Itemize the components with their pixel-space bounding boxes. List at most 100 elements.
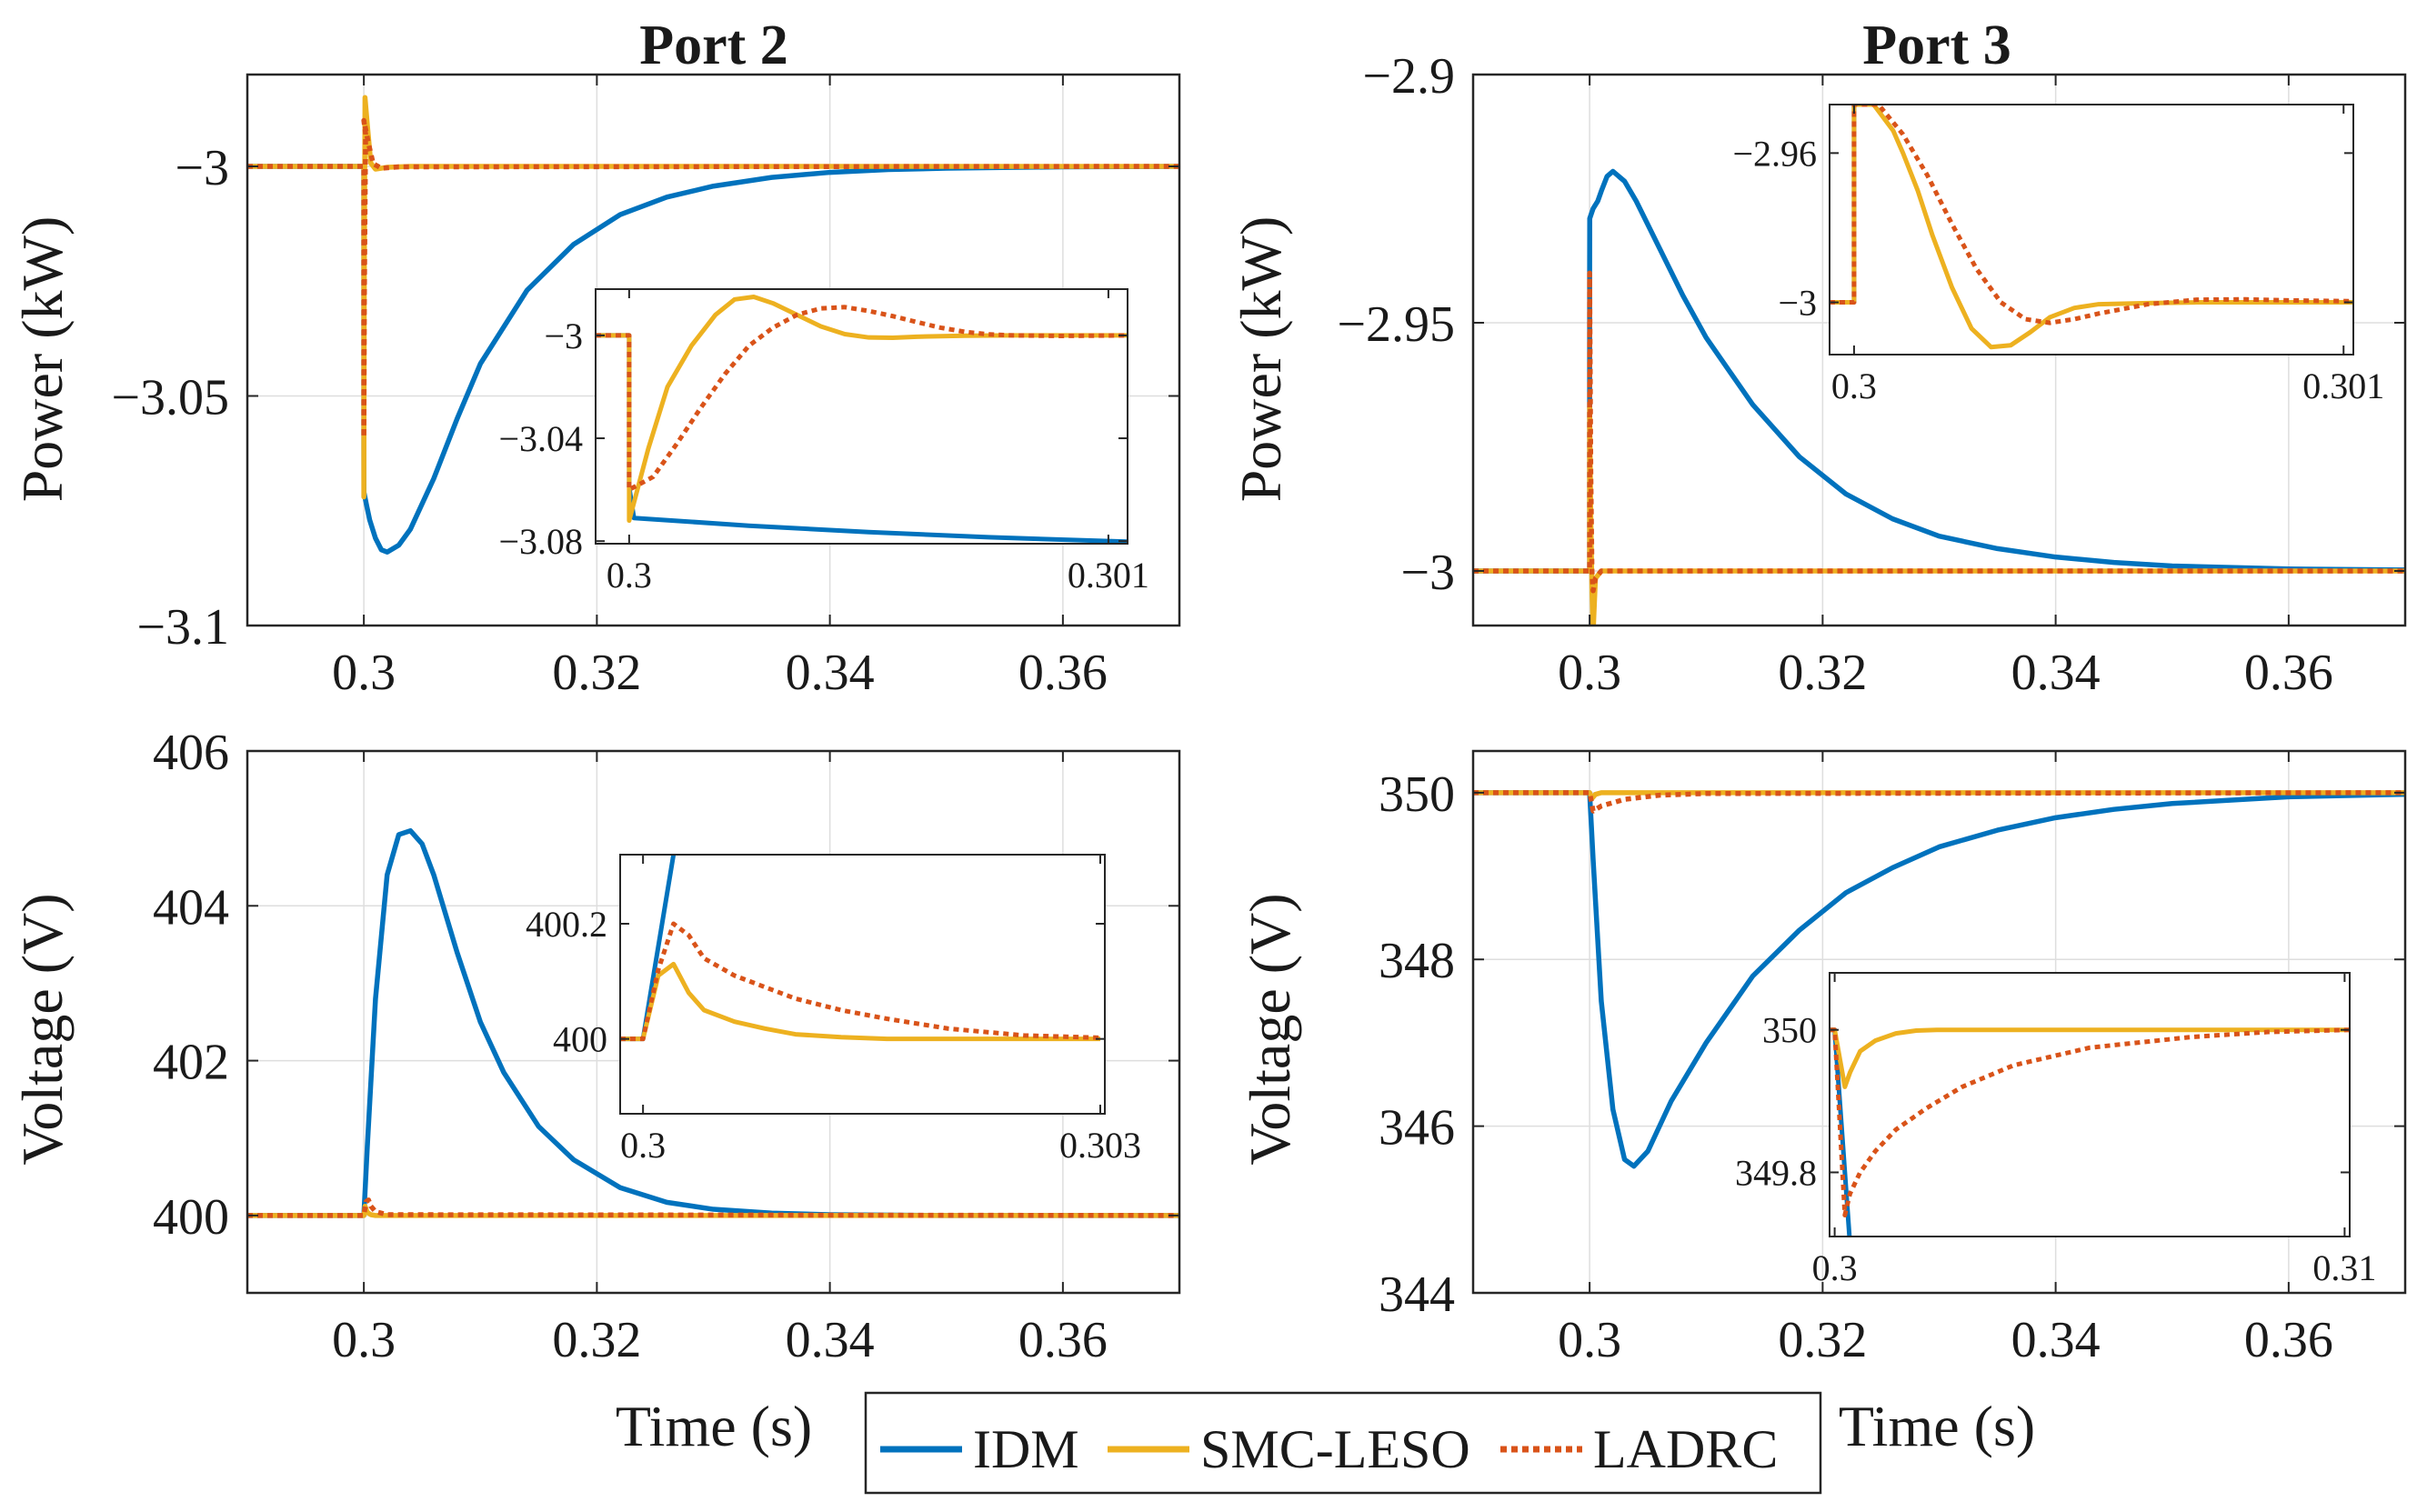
port2-voltage-inset-series-smc-leso — [620, 961, 1100, 1042]
port2-power-xtick-label: 0.36 — [1018, 645, 1108, 701]
port2-power-frame — [246, 73, 1181, 627]
port2-voltage-xtick-label: 0.32 — [552, 1312, 641, 1368]
port3-power-inset-xtick-label: 0.301 — [2302, 365, 2384, 406]
port3-voltage-series-smc-leso — [1473, 790, 2405, 802]
port2-voltage-xtick-label: 0.34 — [786, 1312, 875, 1368]
ylabel-port3-voltage: Voltage (V) — [1238, 893, 1302, 1165]
port2-voltage-inset-ytick-label: 400 — [553, 1019, 607, 1060]
port3-voltage-inset-ytick-label: 349.8 — [1735, 1152, 1817, 1193]
port3-voltage-ytick-label: 350 — [1379, 766, 1455, 823]
port3-power-inset-xtick-label: 0.3 — [1831, 365, 1877, 406]
port2-voltage-inset-series-ladrc — [620, 921, 1101, 1042]
port3-voltage-ytick-label: 346 — [1379, 1100, 1455, 1157]
port2-voltage-xtick-label: 0.36 — [1018, 1312, 1108, 1368]
port2-power-ytick-label: −3 — [175, 140, 229, 196]
port3-power-ytick-label: −2.9 — [1362, 48, 1455, 105]
plot-layer: 0.3 0.32 0.34 0.36 −3.1 −3.05 −3 0.3 0.301 −3.08 −… — [111, 48, 2407, 1368]
ylabel-port3-power: Power (kW) — [1229, 216, 1293, 503]
port2-power-xtick-label: 0.3 — [332, 645, 396, 701]
port2-power-inset-series-ladrc — [596, 305, 1128, 493]
legend-box — [864, 1391, 1822, 1495]
port2-power-inset-ytick-label: −3.08 — [498, 521, 583, 562]
port3-voltage-inset-ytick-label: 350 — [1762, 1010, 1817, 1051]
port3-power-xtick-label: 0.3 — [1558, 645, 1621, 701]
port2-voltage-inset-series-group — [620, 855, 1101, 1042]
port2-power-inset-ytick-label: −3 — [544, 315, 583, 356]
port2-voltage-series-idm — [247, 827, 1179, 1218]
legend-label-ladrc: LADRC — [1593, 1419, 1778, 1479]
xlabel-port3-voltage: Time (s) — [1839, 1394, 2035, 1458]
port2-power-inset-xtick-label: 0.301 — [1068, 555, 1149, 596]
port3-power-ytick-label: −2.95 — [1337, 296, 1455, 353]
port2-power-inset-series-smc-leso — [596, 294, 1128, 524]
port2-power-inset-plot-area — [596, 289, 1128, 544]
port3-power-inset-series-group — [1830, 105, 2353, 350]
port2-power-xtick-label: 0.34 — [786, 645, 875, 701]
port2-voltage-ytick-label: 406 — [153, 725, 229, 781]
port3-voltage-ytick-label: 344 — [1379, 1267, 1455, 1323]
ylabel-port2-voltage: Voltage (V) — [10, 893, 75, 1165]
port2-voltage-ytick-label: 402 — [153, 1035, 229, 1091]
port3-voltage-inset-series-smc-leso — [1830, 1027, 2350, 1089]
port2-power-series-group — [247, 95, 1179, 555]
port2-voltage-inset-axes: 0.3 0.303 400 400.2 — [526, 854, 1141, 1166]
port3-power-inset-frame — [1829, 104, 2354, 355]
port3-power-inset-axes: 0.3 0.301 −3 −2.96 — [1732, 104, 2384, 406]
port2-power-inset-frame — [595, 288, 1128, 545]
port2-power-inset-series-group — [596, 294, 1128, 544]
port2-power-series-idm — [247, 164, 1179, 555]
legend: IDM SMC-LESO LADRC — [864, 1391, 1822, 1495]
port3-voltage-inset-axes: 0.3 0.31 349.8 350 — [1735, 972, 2376, 1288]
port2-voltage-inset-ytick-label: 400.2 — [526, 904, 607, 945]
port3-voltage-series-idm — [1473, 790, 2405, 1169]
port3-power-inset-ytick-label: −2.96 — [1732, 133, 1817, 174]
port2-voltage-inset-xtick-label: 0.303 — [1059, 1125, 1141, 1166]
port3-power-inset-series-smc-leso — [1830, 105, 2353, 350]
port2-power-series-ladrc — [247, 117, 1179, 440]
port3-power-inset-plot-area — [1830, 105, 2353, 355]
port2-voltage-inset-plot-area — [620, 855, 1105, 1114]
port3-voltage-xtick-label: 0.32 — [1778, 1312, 1867, 1368]
port2-voltage-xtick-label: 0.3 — [332, 1312, 396, 1368]
port2-power-inset-ytick-label: −3.04 — [498, 418, 583, 459]
port2-power-ytick-label: −3.1 — [136, 599, 229, 656]
port2-power-inset-xtick-label: 0.3 — [607, 555, 652, 596]
port2-power-xtick-label: 0.32 — [552, 645, 641, 701]
port2-voltage-frame — [246, 749, 1181, 1295]
port3-voltage-xtick-label: 0.34 — [2011, 1312, 2101, 1368]
port2-voltage-ytick-label: 404 — [153, 879, 229, 936]
port3-voltage-inset-plot-area — [1830, 973, 2350, 1237]
port2-voltage-series-group — [247, 827, 1179, 1218]
port3-voltage-frame — [1471, 749, 2407, 1295]
port3-power-series-ladrc — [1473, 270, 2405, 594]
port3-voltage-series-group — [1473, 790, 2405, 1169]
port3-power-xtick-label: 0.32 — [1778, 645, 1867, 701]
port2-voltage-inset-xtick-label: 0.3 — [620, 1125, 666, 1166]
port3-voltage-series-ladrc — [1473, 790, 2405, 814]
xlabel-port2-voltage: Time (s) — [616, 1394, 812, 1458]
port3-power-frame — [1471, 73, 2407, 627]
port2-power-inset-axes: 0.3 0.301 −3.08 −3.04 −3 — [498, 288, 1149, 596]
title-port-3: Port 3 — [1862, 15, 2011, 76]
title-port-2: Port 2 — [639, 15, 788, 76]
port3-voltage-ytick-label: 348 — [1379, 933, 1455, 989]
port3-power-series-group — [1473, 168, 2405, 626]
port3-power-xtick-label: 0.36 — [2244, 645, 2333, 701]
port3-power-ytick-label: −3 — [1400, 545, 1455, 601]
port3-voltage-inset-xtick-label: 0.31 — [2312, 1247, 2376, 1288]
port2-power-ytick-label: −3.05 — [111, 370, 229, 426]
port3-voltage-inset-frame — [1829, 972, 2351, 1237]
port2-voltage-inset-frame — [619, 854, 1106, 1115]
legend-label-idm: IDM — [973, 1419, 1079, 1479]
port3-voltage-xtick-label: 0.3 — [1558, 1312, 1621, 1368]
port3-voltage-xtick-label: 0.36 — [2244, 1312, 2333, 1368]
port3-power-xtick-label: 0.34 — [2011, 645, 2101, 701]
port3-power-inset-series-ladrc — [1830, 105, 2353, 325]
port3-voltage-inset-xtick-label: 0.3 — [1812, 1247, 1858, 1288]
port3-power-inset-ytick-label: −3 — [1778, 283, 1817, 324]
port2-voltage-ytick-label: 400 — [153, 1189, 229, 1246]
port3-voltage-inset-series-ladrc — [1830, 1027, 2350, 1217]
port3-power-series-idm — [1473, 168, 2405, 574]
ylabel-port2-power: Power (kW) — [10, 216, 75, 503]
legend-label-smc-leso: SMC-LESO — [1200, 1419, 1470, 1479]
